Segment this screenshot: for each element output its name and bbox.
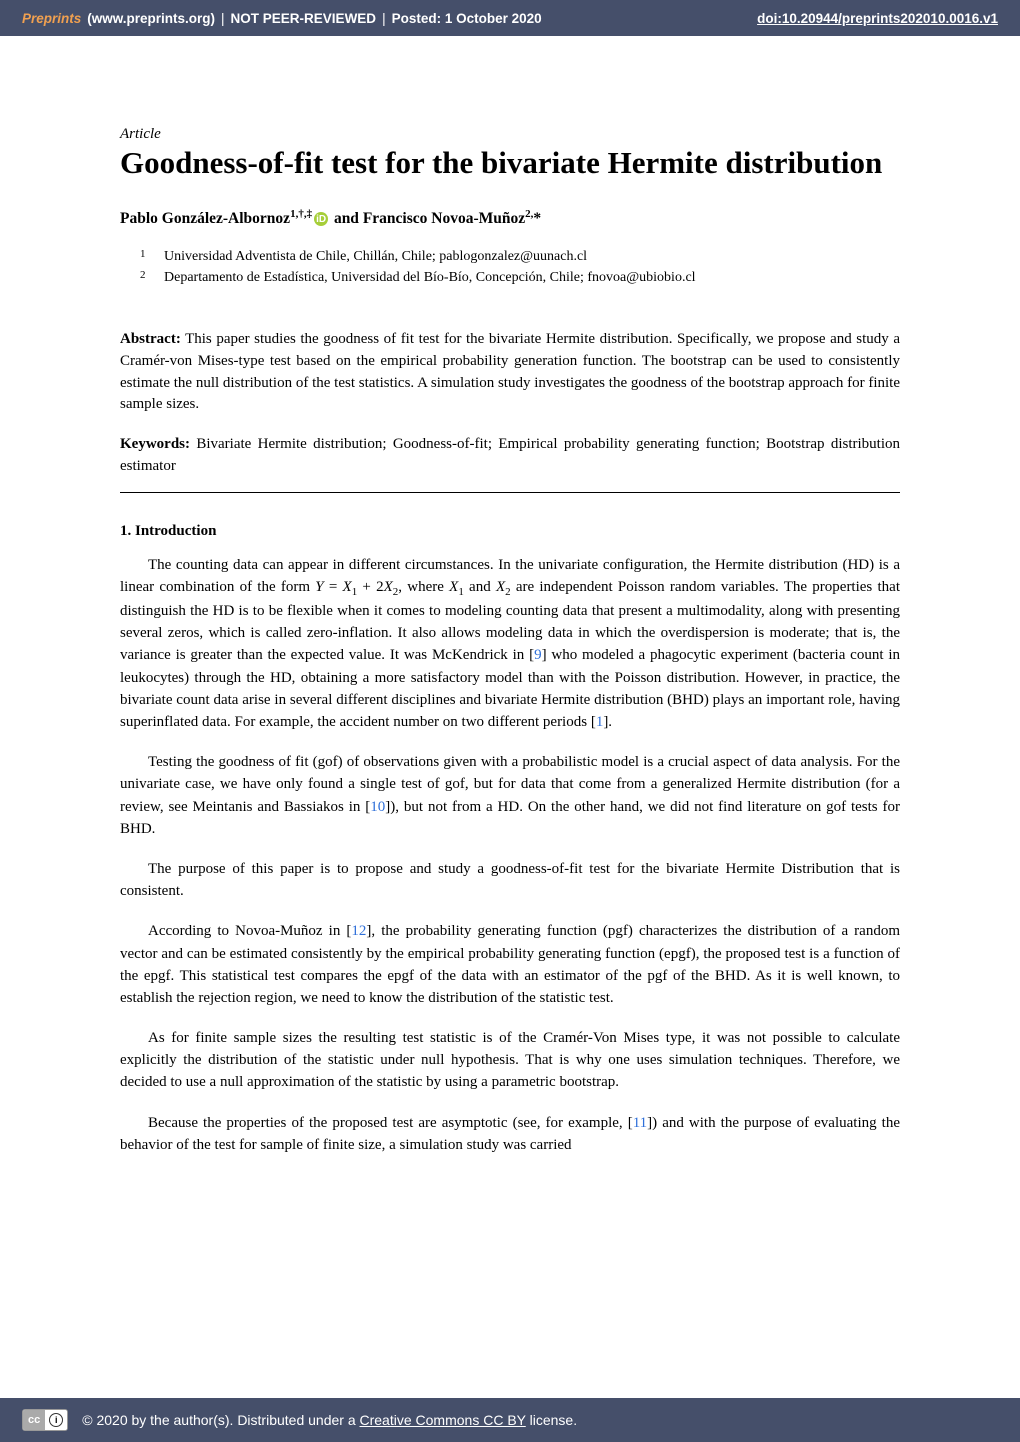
affiliation-text: Universidad Adventista de Chile, Chillán… [164,246,587,268]
by-icon: i [45,1410,67,1430]
cc-icon: cc [23,1410,45,1430]
body-paragraph: The counting data can appear in differen… [120,554,900,734]
abstract-text: This paper studies the goodness of fit t… [120,331,900,412]
header-right: doi:10.20944/preprints202010.0016.v1 [757,11,998,26]
keywords-label: Keywords: [120,436,190,452]
para-text: and [464,579,496,595]
math-var: X [496,579,505,595]
body-paragraph: Testing the goodness of fit (gof) of obs… [120,751,900,840]
para-text: ]. [603,714,612,730]
affiliation-text: Departamento de Estadística, Universidad… [164,267,696,289]
site-url: (www.preprints.org) [87,11,215,26]
body-paragraph: The purpose of this paper is to propose … [120,858,900,902]
section-heading: 1. Introduction [120,523,900,540]
citation-ref[interactable]: 10 [370,799,385,815]
doi-link[interactable]: doi:10.20944/preprints202010.0016.v1 [757,11,998,26]
authors-and: and [334,210,363,227]
posted-date: Posted: 1 October 2020 [392,11,542,26]
citation-ref[interactable]: 12 [351,923,366,939]
author-1-affil: 1,†,‡ [290,208,312,220]
copyright-suffix: license. [526,1412,577,1428]
not-peer-reviewed: NOT PEER-REVIEWED [231,11,377,26]
author-2-corresponding: * [533,210,541,227]
author-2-name: Francisco Novoa-Muñoz [363,210,525,227]
para-text: According to Novoa-Muñoz in [ [148,923,351,939]
affiliation-num: 2 [140,267,150,289]
citation-ref[interactable]: 11 [633,1115,647,1131]
section-divider [120,492,900,493]
math-var: X [449,579,458,595]
math-op: + 2 [357,579,383,595]
cc-by-badge[interactable]: cc i [22,1409,68,1431]
affiliation-row: 2 Departamento de Estadística, Universid… [140,267,900,289]
body-paragraph: As for finite sample sizes the resulting… [120,1027,900,1094]
preprint-header-bar: Preprints (www.preprints.org) | NOT PEER… [0,0,1020,36]
orcid-icon[interactable]: iD [314,212,328,226]
article-label: Article [120,126,900,143]
abstract: Abstract: This paper studies the goodnes… [120,329,900,416]
para-text: Because the properties of the proposed t… [148,1115,633,1131]
paper-title: Goodness-of-fit test for the bivariate H… [120,145,900,182]
authors-line: Pablo González-Albornoz1,†,‡iD and Franc… [120,208,900,228]
body-paragraph: According to Novoa-Muñoz in [12], the pr… [120,920,900,1009]
keywords: Keywords: Bivariate Hermite distribution… [120,434,900,478]
page-content: Article Goodness-of-fit test for the biv… [0,36,1020,1156]
affiliation-row: 1 Universidad Adventista de Chile, Chill… [140,246,900,268]
body-paragraph: Because the properties of the proposed t… [120,1112,900,1156]
copyright-prefix: © 2020 by the author(s). Distributed und… [82,1412,359,1428]
affiliations: 1 Universidad Adventista de Chile, Chill… [120,246,900,289]
footer-bar: cc i © 2020 by the author(s). Distribute… [0,1398,1020,1442]
copyright-text: © 2020 by the author(s). Distributed und… [82,1412,577,1428]
preprints-label: Preprints [22,11,81,26]
math-var: X [343,579,352,595]
math-var: X [384,579,393,595]
math-var: Y [315,579,323,595]
affiliation-num: 1 [140,246,150,268]
para-text: , where [398,579,449,595]
separator: | [221,11,225,26]
header-left: Preprints (www.preprints.org) | NOT PEER… [22,11,542,26]
abstract-label: Abstract: [120,331,181,347]
keywords-text: Bivariate Hermite distribution; Goodness… [120,436,900,474]
separator: | [382,11,386,26]
math-op: = [324,579,343,595]
cc-license-link[interactable]: Creative Commons CC BY [360,1412,526,1428]
citation-ref[interactable]: 9 [534,647,542,663]
author-1-name: Pablo González-Albornoz [120,210,290,227]
